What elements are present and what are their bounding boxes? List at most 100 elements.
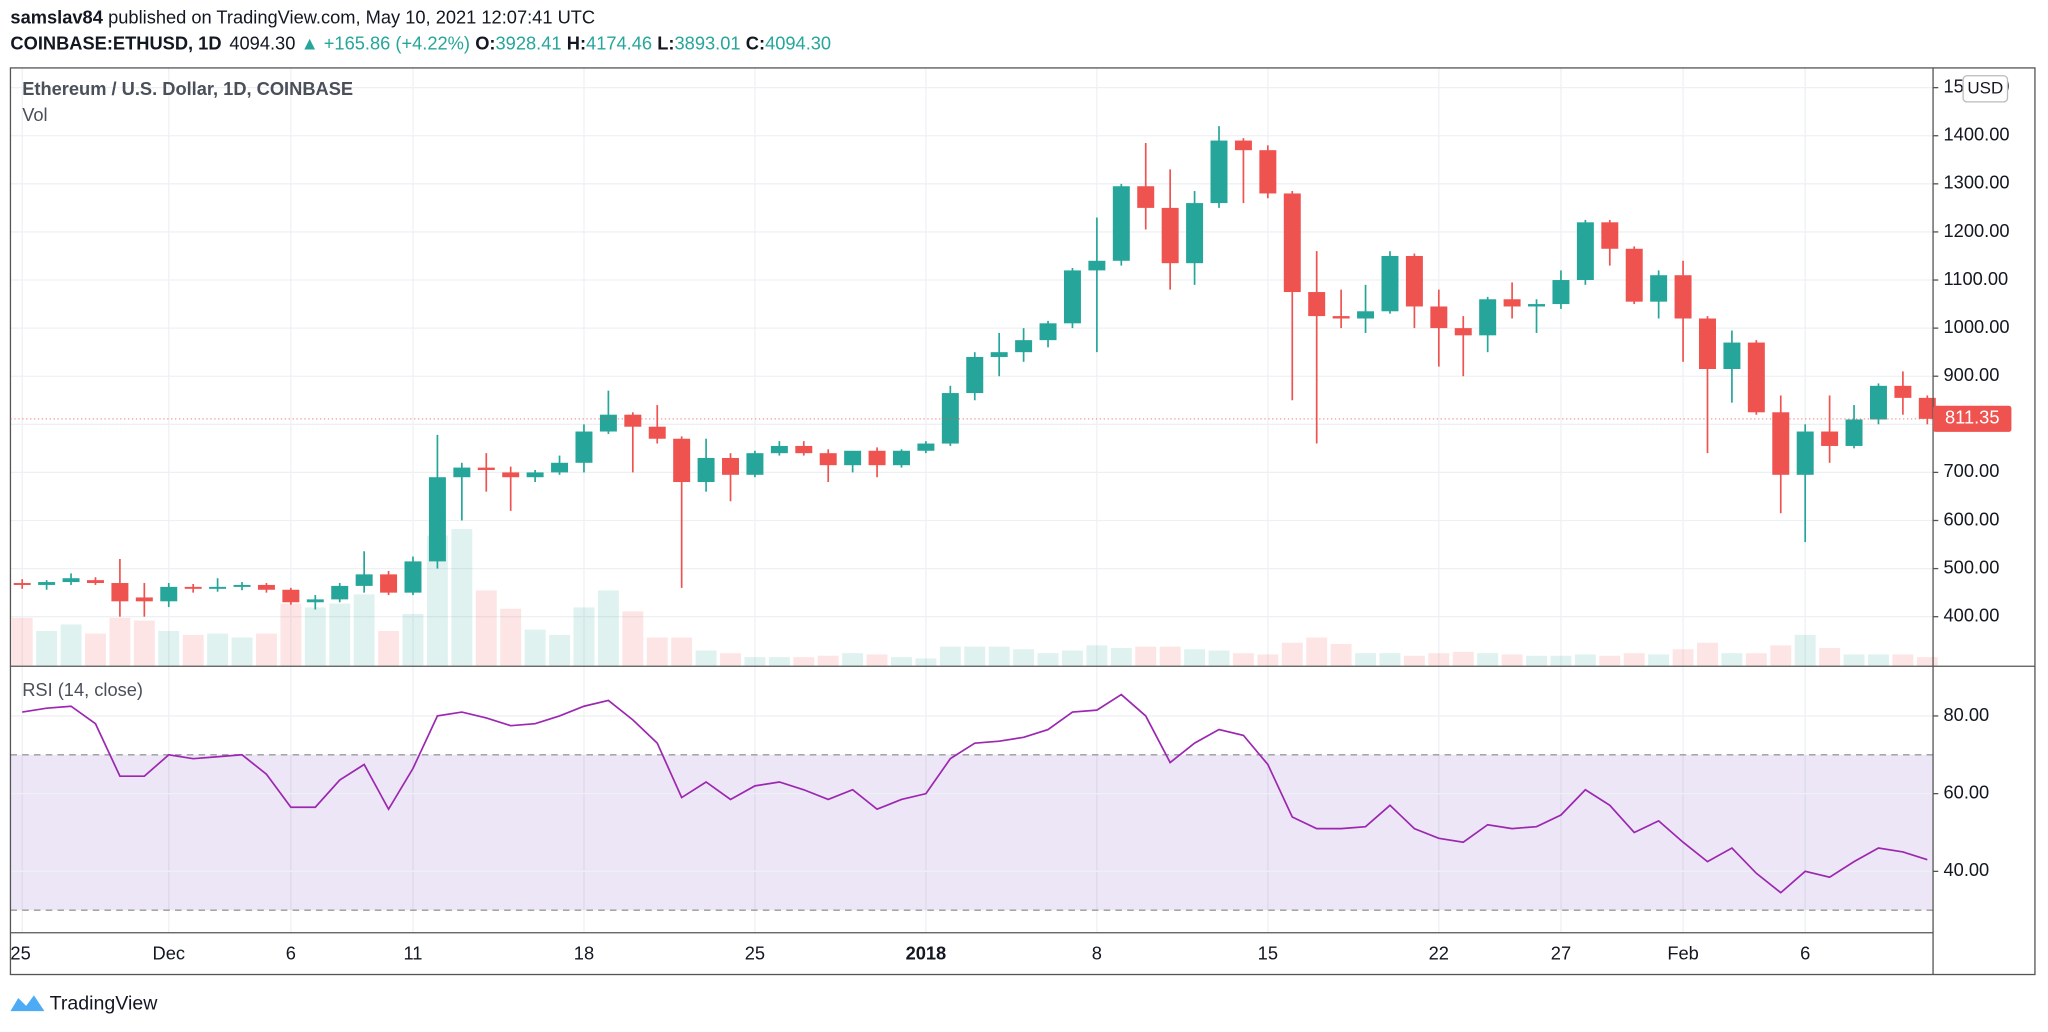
candle-body [1332, 316, 1350, 319]
ohlc-label: L: [657, 32, 674, 53]
volume-bar [1232, 653, 1254, 667]
currency-badge[interactable] [1962, 75, 2009, 103]
candle-body [722, 457, 740, 475]
volume-bar [109, 617, 131, 667]
candle-body [673, 438, 691, 483]
y-tick-label: 1300.00 [1944, 172, 2010, 193]
volume-bar [500, 608, 522, 667]
volume-bar [1208, 650, 1230, 667]
price-legend: Ethereum / U.S. Dollar, 1D, COINBASE [22, 78, 353, 99]
candle-body [1699, 318, 1716, 370]
publish-line: samslav84 published on TradingView.com, M… [10, 6, 595, 27]
volume-bar [1892, 654, 1914, 667]
y-tick-label: 400.00 [1944, 605, 2000, 626]
volume-bar [426, 535, 448, 667]
rsi-legend: RSI (14, close) [22, 679, 143, 700]
volume-bar [231, 637, 253, 667]
y-tick-label: 1100.00 [1944, 268, 2009, 289]
volume-bar [622, 611, 644, 667]
candle-body [599, 414, 617, 432]
x-tick-label: Feb [1667, 943, 1698, 964]
volume-legend: Vol [22, 104, 47, 125]
volume-bar [842, 653, 864, 667]
volume-bar [304, 607, 326, 667]
candle-body [1650, 275, 1668, 302]
candle-body [1381, 255, 1399, 312]
ohlc-label: H: [567, 32, 586, 53]
volume-bar [133, 620, 155, 667]
ohlc-label: C: [746, 32, 765, 53]
volume-bar [1868, 654, 1889, 667]
publish-info: published on TradingView.com, May 10, 20… [108, 6, 595, 27]
candle-body [917, 443, 935, 451]
candle-body [1894, 385, 1912, 398]
candle-body [819, 453, 837, 466]
x-tick-label: 2018 [906, 943, 947, 964]
volume-bar [1257, 654, 1279, 667]
volume-bar [768, 657, 790, 667]
candle-body [575, 431, 593, 463]
volume-bar [817, 655, 839, 667]
candle-body [941, 393, 959, 444]
symbol-line: COINBASE:ETHUSD, 1D 4094.30 ▲ +165.86 (+4.… [10, 32, 831, 53]
volume-bar [1184, 649, 1206, 667]
y-tick-label: 900.00 [1944, 364, 2000, 385]
volume-bar [1599, 655, 1621, 667]
volume-bar [158, 630, 180, 667]
candle-body [1528, 304, 1546, 307]
candle-body [892, 450, 910, 466]
volume-bar [939, 646, 961, 667]
volume-bar [671, 637, 693, 667]
y-tick-label: 60.00 [1944, 781, 1990, 802]
candle-body [648, 426, 666, 439]
volume-bar [1086, 645, 1108, 667]
ohlc-value: 3928.41 [496, 32, 562, 53]
last-price: 4094.30 [229, 32, 295, 53]
x-tick-label: 6 [1800, 943, 1810, 964]
candle-body [868, 450, 886, 466]
volume-bar [720, 653, 741, 667]
volume-bar [1428, 653, 1450, 667]
candle-body [111, 583, 129, 602]
candle-body [404, 561, 422, 593]
volume-bar [36, 630, 58, 667]
candle-body [62, 578, 80, 583]
volume-bar [85, 633, 106, 667]
candle-body [1747, 342, 1765, 413]
volume-bar [866, 654, 888, 667]
y-tick-label: 1200.00 [1944, 220, 2010, 241]
candle-body [1137, 186, 1155, 208]
candle-body [1552, 280, 1570, 305]
volume-bar [1403, 655, 1425, 667]
volume-bar [11, 617, 33, 667]
candle-body [1161, 207, 1179, 264]
volume-bar [695, 650, 717, 667]
rsi-line [22, 693, 1928, 894]
volume-bar [1916, 657, 1938, 667]
y-tick-label: 80.00 [1944, 704, 1990, 725]
volume-bar [1330, 644, 1352, 667]
x-tick-label: 11 [404, 943, 423, 964]
candle-body [135, 597, 153, 602]
candle-body [1796, 431, 1814, 475]
volume-bar [891, 657, 912, 667]
candle-body [184, 586, 202, 589]
candle-body [1454, 328, 1472, 336]
volume-bar [207, 633, 229, 667]
candle-body [1772, 412, 1790, 475]
volume-bar [1452, 651, 1474, 667]
volume-bar [1843, 654, 1865, 667]
candle-body [86, 580, 104, 584]
candle-body [990, 352, 1008, 357]
candle-body [795, 445, 813, 454]
volume-bar [988, 646, 1010, 667]
volume-bar [1623, 653, 1645, 667]
volume-bar [1306, 637, 1328, 667]
volume-bar [60, 624, 82, 667]
volume-bar [1062, 650, 1083, 667]
brand-logo [10, 995, 45, 1012]
symbol: COINBASE:ETHUSD, 1D [10, 32, 221, 53]
x-tick-label: 15 [1258, 943, 1278, 964]
brand: TradingView [50, 993, 159, 1015]
volume-bar [1135, 646, 1157, 667]
